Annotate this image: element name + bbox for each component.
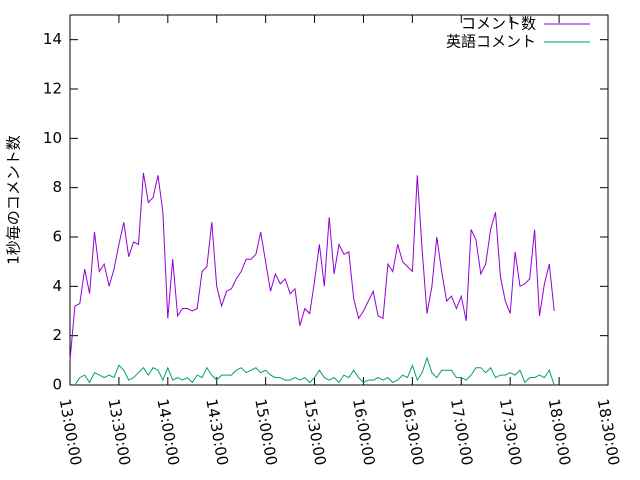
- plot-frame: [69, 14, 609, 386]
- y-tick-label: 0: [52, 376, 62, 394]
- y-tick-label: 12: [43, 80, 62, 98]
- x-tick-label: 15:00:00: [251, 397, 280, 466]
- x-tick-label: 13:30:00: [105, 397, 134, 466]
- legend-label: 英語コメント: [446, 33, 536, 51]
- x-tick-label: 17:30:00: [496, 397, 525, 466]
- y-tick-label: 2: [52, 326, 62, 344]
- x-tick-label: 16:00:00: [349, 397, 378, 466]
- data-line: [69, 172, 555, 361]
- x-tick-label: 16:30:00: [398, 397, 427, 466]
- y-tick-label: 4: [52, 277, 62, 295]
- x-tick-label: 17:00:00: [447, 397, 476, 466]
- y-tick-label: 8: [52, 178, 62, 196]
- data-line: [74, 356, 555, 386]
- y-tick-label: 10: [43, 129, 62, 147]
- y-axis-label: 1秒毎のコメント数: [5, 135, 23, 265]
- x-tick-label: 18:30:00: [594, 397, 623, 466]
- legend-label: コメント数: [461, 15, 536, 33]
- x-tick-label: 15:30:00: [300, 397, 329, 466]
- x-tick-label: 13:00:00: [56, 397, 85, 466]
- x-tick-label: 14:30:00: [202, 397, 231, 466]
- y-tick-label: 6: [52, 228, 62, 246]
- x-tick-label: 18:00:00: [545, 397, 574, 466]
- x-tick-label: 14:00:00: [153, 397, 182, 466]
- y-tick-label: 14: [43, 30, 62, 48]
